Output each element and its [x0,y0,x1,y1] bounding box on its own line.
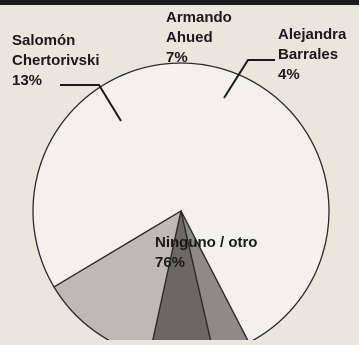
slice-value-label: 13% [12,72,42,89]
slice-name-label: Ahued [166,29,213,46]
leader-lines [60,59,275,122]
slice-name-label: Alejandra [278,26,347,43]
pie-slice-salom-n-chertorivski [53,209,182,345]
slice-value-label: 4% [278,66,300,83]
label-armando-ahued: Armando Ahued 7% [166,9,232,66]
slice-value-label: 76% [155,254,185,271]
top-dark-band [0,0,359,5]
pie-slices [32,62,330,345]
leader-line-chertorivski [60,84,122,122]
slice-name-label: Ninguno / otro [155,234,257,251]
label-ninguno-otro: Ninguno / otro 76% [155,234,257,271]
leader-line-barrales [223,59,275,99]
slice-name-label: Chertorivski [12,52,100,69]
slice-labels: Ninguno / otro 76% Salomón Chertorivski 13% A… [12,9,347,271]
pie-slice-armando-ahued [151,210,213,345]
label-alejandra-barrales: Alejandra Barrales 4% [278,26,347,83]
slice-value-label: 7% [166,49,188,66]
slice-name-label: Salomón [12,32,75,49]
pie-slice-ninguno-otro [32,62,330,344]
label-salom-n-chertorivski: Salomón Chertorivski 13% [12,32,100,89]
slice-name-label: Armando [166,9,232,26]
slice-name-label: Barrales [278,46,338,63]
